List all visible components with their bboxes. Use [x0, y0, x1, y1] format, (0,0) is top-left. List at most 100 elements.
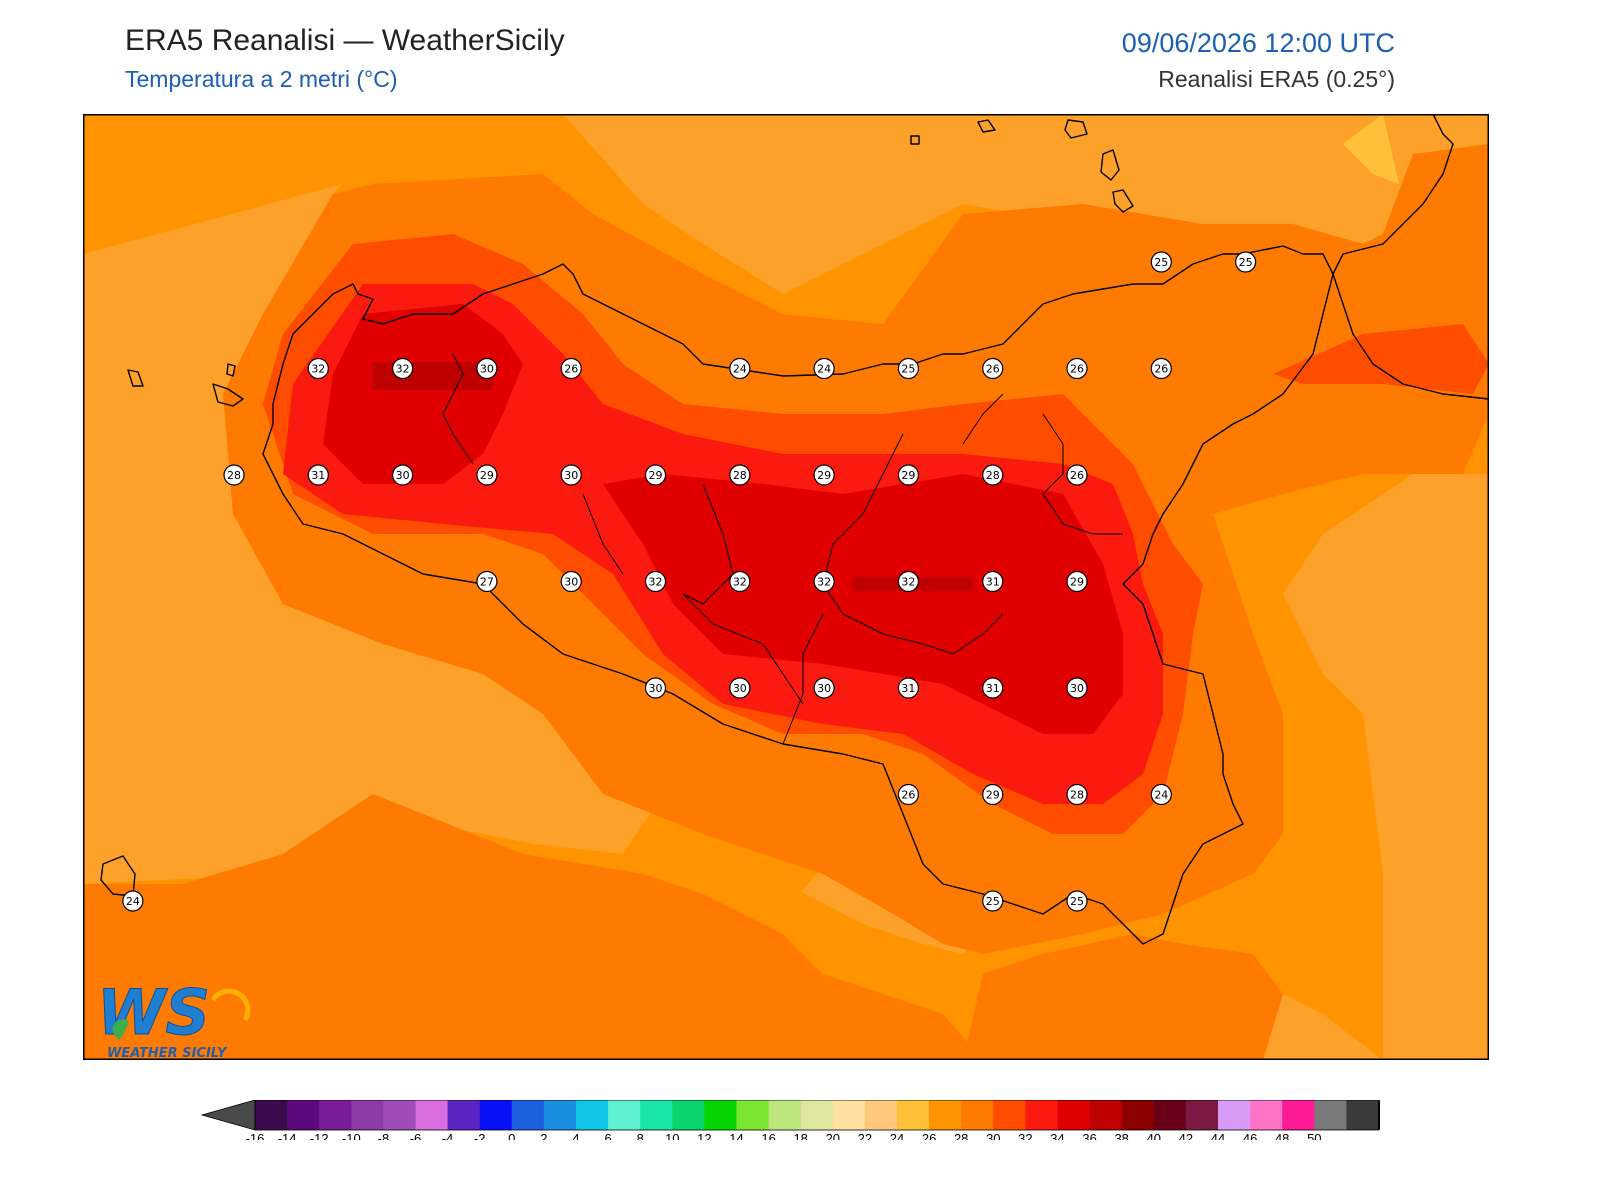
band-26-south-west [83, 794, 983, 1060]
station-marker: 32 [813, 570, 835, 593]
colorbar-cell [1185, 1100, 1219, 1130]
station-dot [1066, 677, 1088, 699]
map-subtitle: Temperatura a 2 metri (°C) [125, 66, 398, 92]
colorbar-tick-label: 6 [604, 1131, 611, 1140]
station-dot [897, 464, 920, 486]
aeolian-salina [1064, 119, 1088, 139]
colorbar-cell [929, 1100, 962, 1130]
station-value: 28 [227, 469, 241, 482]
station-marker: 29 [644, 464, 667, 486]
station-marker: 32 [729, 570, 751, 593]
station-marker: 32 [392, 357, 414, 380]
colorbar-cell [608, 1100, 641, 1130]
station-dot [982, 783, 1004, 806]
station-value: 31 [986, 682, 1000, 695]
colorbar-cell [1346, 1100, 1379, 1130]
colorbar-cell [1314, 1100, 1347, 1130]
colorbar-tick-label: 32 [1018, 1131, 1032, 1140]
station-value: 29 [817, 469, 831, 482]
station-value: 32 [733, 576, 747, 589]
sun-icon [210, 988, 251, 1022]
station-marker: 26 [897, 783, 920, 806]
station-dot [1150, 357, 1172, 380]
station-value: 31 [986, 576, 1000, 589]
station-dot [813, 570, 835, 593]
colorbar-tick-label: 30 [986, 1131, 1000, 1140]
station-dot [1066, 890, 1088, 912]
station-dot [897, 570, 920, 593]
station-marker: 32 [897, 570, 920, 593]
station-dot [392, 464, 414, 486]
colorbar-cell [1057, 1100, 1090, 1130]
station-dot [560, 464, 582, 486]
colorbar-tick-label: 40 [1147, 1131, 1161, 1140]
colorbar-tick-label: 10 [665, 1131, 679, 1140]
station-marker: 28 [1066, 783, 1088, 806]
station-value: 30 [1070, 682, 1084, 695]
colorbar-cell [864, 1100, 898, 1130]
colorbar-tick-label: 42 [1179, 1131, 1193, 1140]
station-value: 26 [901, 789, 915, 802]
station-value: 25 [1239, 256, 1253, 269]
station-dot [1066, 464, 1088, 486]
station-value: 28 [986, 469, 1000, 482]
station-value: 32 [396, 363, 410, 376]
station-dot [1066, 783, 1088, 806]
station-value: 25 [901, 363, 915, 376]
station-value: 26 [1154, 363, 1168, 376]
station-dot [644, 570, 667, 593]
station-value: 28 [733, 469, 747, 482]
colorbar-cell [1025, 1100, 1058, 1130]
station-value: 28 [1070, 789, 1084, 802]
station-marker: 24 [813, 357, 835, 380]
station-marker: 30 [1066, 677, 1088, 699]
station-value: 29 [986, 789, 1000, 802]
colorbar-tick-label: -4 [442, 1131, 454, 1140]
station-marker: 29 [1066, 570, 1088, 593]
station-value: 26 [986, 363, 1000, 376]
station-marker: 30 [476, 357, 498, 380]
station-dot [1235, 251, 1257, 273]
station-dot [729, 677, 751, 699]
station-dot [1066, 570, 1088, 593]
station-dot [982, 890, 1004, 912]
colorbar-cell [479, 1100, 513, 1130]
station-value: 24 [733, 363, 747, 376]
colorbar-tick-labels: -16 -14 -12 -10 -8 -6 -4 -2 0 2 4 6 8 10 12 14 16 18 20 22 2… [246, 1131, 1322, 1140]
station-dot [560, 357, 582, 380]
station-dot [813, 677, 835, 699]
band-28-east-tongue [1273, 324, 1489, 394]
colorbar-tick-label: 16 [761, 1131, 775, 1140]
station-dot [122, 890, 144, 912]
station-marker: 26 [1150, 357, 1172, 380]
station-dot [813, 464, 835, 486]
colorbar-tick-label: 46 [1243, 1131, 1257, 1140]
map-frame [83, 114, 1489, 1060]
station-marker: 25 [897, 357, 920, 380]
colorbar-cell [704, 1100, 737, 1130]
egadi-island-marettimo [127, 369, 144, 387]
band-26-south [963, 934, 1283, 1060]
station-dot [1066, 357, 1088, 380]
band-32-west [323, 304, 523, 484]
station-marker: 25 [982, 890, 1004, 912]
station-marker: 26 [1066, 464, 1088, 486]
station-marker: 30 [644, 677, 667, 699]
province-borders [442, 353, 1123, 745]
station-dot [476, 357, 498, 380]
colorbar-cell [287, 1100, 320, 1130]
station-marker: 30 [560, 464, 582, 486]
colorbar-tick-label: 8 [637, 1131, 644, 1140]
station-marker: 30 [392, 464, 414, 486]
station-marker: 31 [982, 570, 1004, 593]
station-value: 29 [901, 469, 915, 482]
calabria-coastline [1332, 114, 1489, 400]
aeolian-alicudi [977, 119, 996, 133]
logo-letters: WS [97, 980, 210, 1049]
colorbar-cell [383, 1100, 416, 1130]
colorbar-tick-label: 20 [826, 1131, 840, 1140]
colorbar-cell [1089, 1100, 1123, 1130]
colorbar-cell [672, 1100, 705, 1130]
leaf-icon [112, 1019, 129, 1040]
station-marker: 29 [982, 783, 1004, 806]
